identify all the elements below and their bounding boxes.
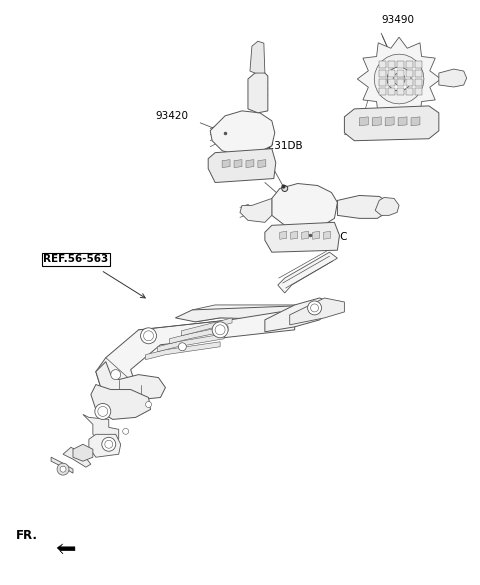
Polygon shape [145,342,220,360]
Polygon shape [415,88,422,95]
Polygon shape [344,106,439,141]
Polygon shape [96,312,295,394]
Polygon shape [83,414,119,439]
Polygon shape [357,37,441,121]
Circle shape [95,404,111,419]
Polygon shape [258,160,266,167]
Text: REF.56-563: REF.56-563 [43,254,108,264]
Polygon shape [240,198,272,222]
Circle shape [311,304,319,312]
Polygon shape [406,61,413,68]
Polygon shape [208,149,276,183]
Polygon shape [375,198,399,215]
Circle shape [102,438,116,451]
Circle shape [215,325,225,335]
Circle shape [60,466,66,472]
Polygon shape [91,384,151,419]
Polygon shape [272,184,337,228]
Polygon shape [73,444,93,461]
Polygon shape [388,79,395,86]
Polygon shape [265,298,337,332]
Polygon shape [372,117,381,126]
Polygon shape [415,70,422,77]
Polygon shape [57,544,75,554]
Polygon shape [278,252,337,293]
Polygon shape [175,305,324,323]
Polygon shape [379,79,386,86]
Polygon shape [397,61,404,68]
Polygon shape [411,117,420,126]
Polygon shape [388,88,395,95]
Polygon shape [181,318,232,336]
Polygon shape [415,61,422,68]
Polygon shape [301,231,309,239]
Polygon shape [360,117,368,126]
Polygon shape [234,160,242,167]
Circle shape [179,343,186,351]
Polygon shape [312,231,320,239]
Polygon shape [96,362,166,400]
Polygon shape [397,88,404,95]
Polygon shape [439,69,467,87]
Polygon shape [246,160,254,167]
Polygon shape [397,79,404,86]
Polygon shape [210,111,275,156]
Circle shape [393,73,405,85]
Polygon shape [388,61,395,68]
Polygon shape [169,326,228,344]
Polygon shape [379,61,386,68]
Circle shape [111,370,120,380]
Circle shape [282,185,288,191]
Polygon shape [398,117,407,126]
Polygon shape [192,305,324,322]
Circle shape [308,301,322,315]
Polygon shape [337,195,389,218]
Polygon shape [406,70,413,77]
Polygon shape [388,70,395,77]
Text: 93420: 93420 [156,111,189,121]
Text: FR.: FR. [16,529,38,542]
Text: 1231DB: 1231DB [262,140,303,151]
Polygon shape [290,298,344,325]
Polygon shape [406,79,413,86]
Polygon shape [379,70,386,77]
Text: 93415C: 93415C [308,232,348,242]
Polygon shape [291,231,298,239]
Polygon shape [248,71,268,113]
Polygon shape [379,88,386,95]
Circle shape [57,463,69,475]
Circle shape [98,407,108,417]
Polygon shape [89,434,120,457]
Circle shape [144,331,154,341]
Text: 93490: 93490 [381,15,414,25]
Circle shape [141,328,156,344]
Polygon shape [280,231,287,239]
Circle shape [387,67,411,91]
Polygon shape [157,334,224,352]
Polygon shape [374,54,424,104]
Polygon shape [51,457,73,473]
Polygon shape [250,41,265,73]
Polygon shape [406,88,413,95]
Circle shape [145,401,152,407]
Polygon shape [385,117,394,126]
Circle shape [123,428,129,434]
Circle shape [105,441,113,448]
Polygon shape [63,448,91,467]
Circle shape [212,322,228,338]
Polygon shape [415,79,422,86]
Polygon shape [397,70,404,77]
Polygon shape [324,231,330,239]
Polygon shape [265,222,339,252]
Polygon shape [222,160,230,167]
